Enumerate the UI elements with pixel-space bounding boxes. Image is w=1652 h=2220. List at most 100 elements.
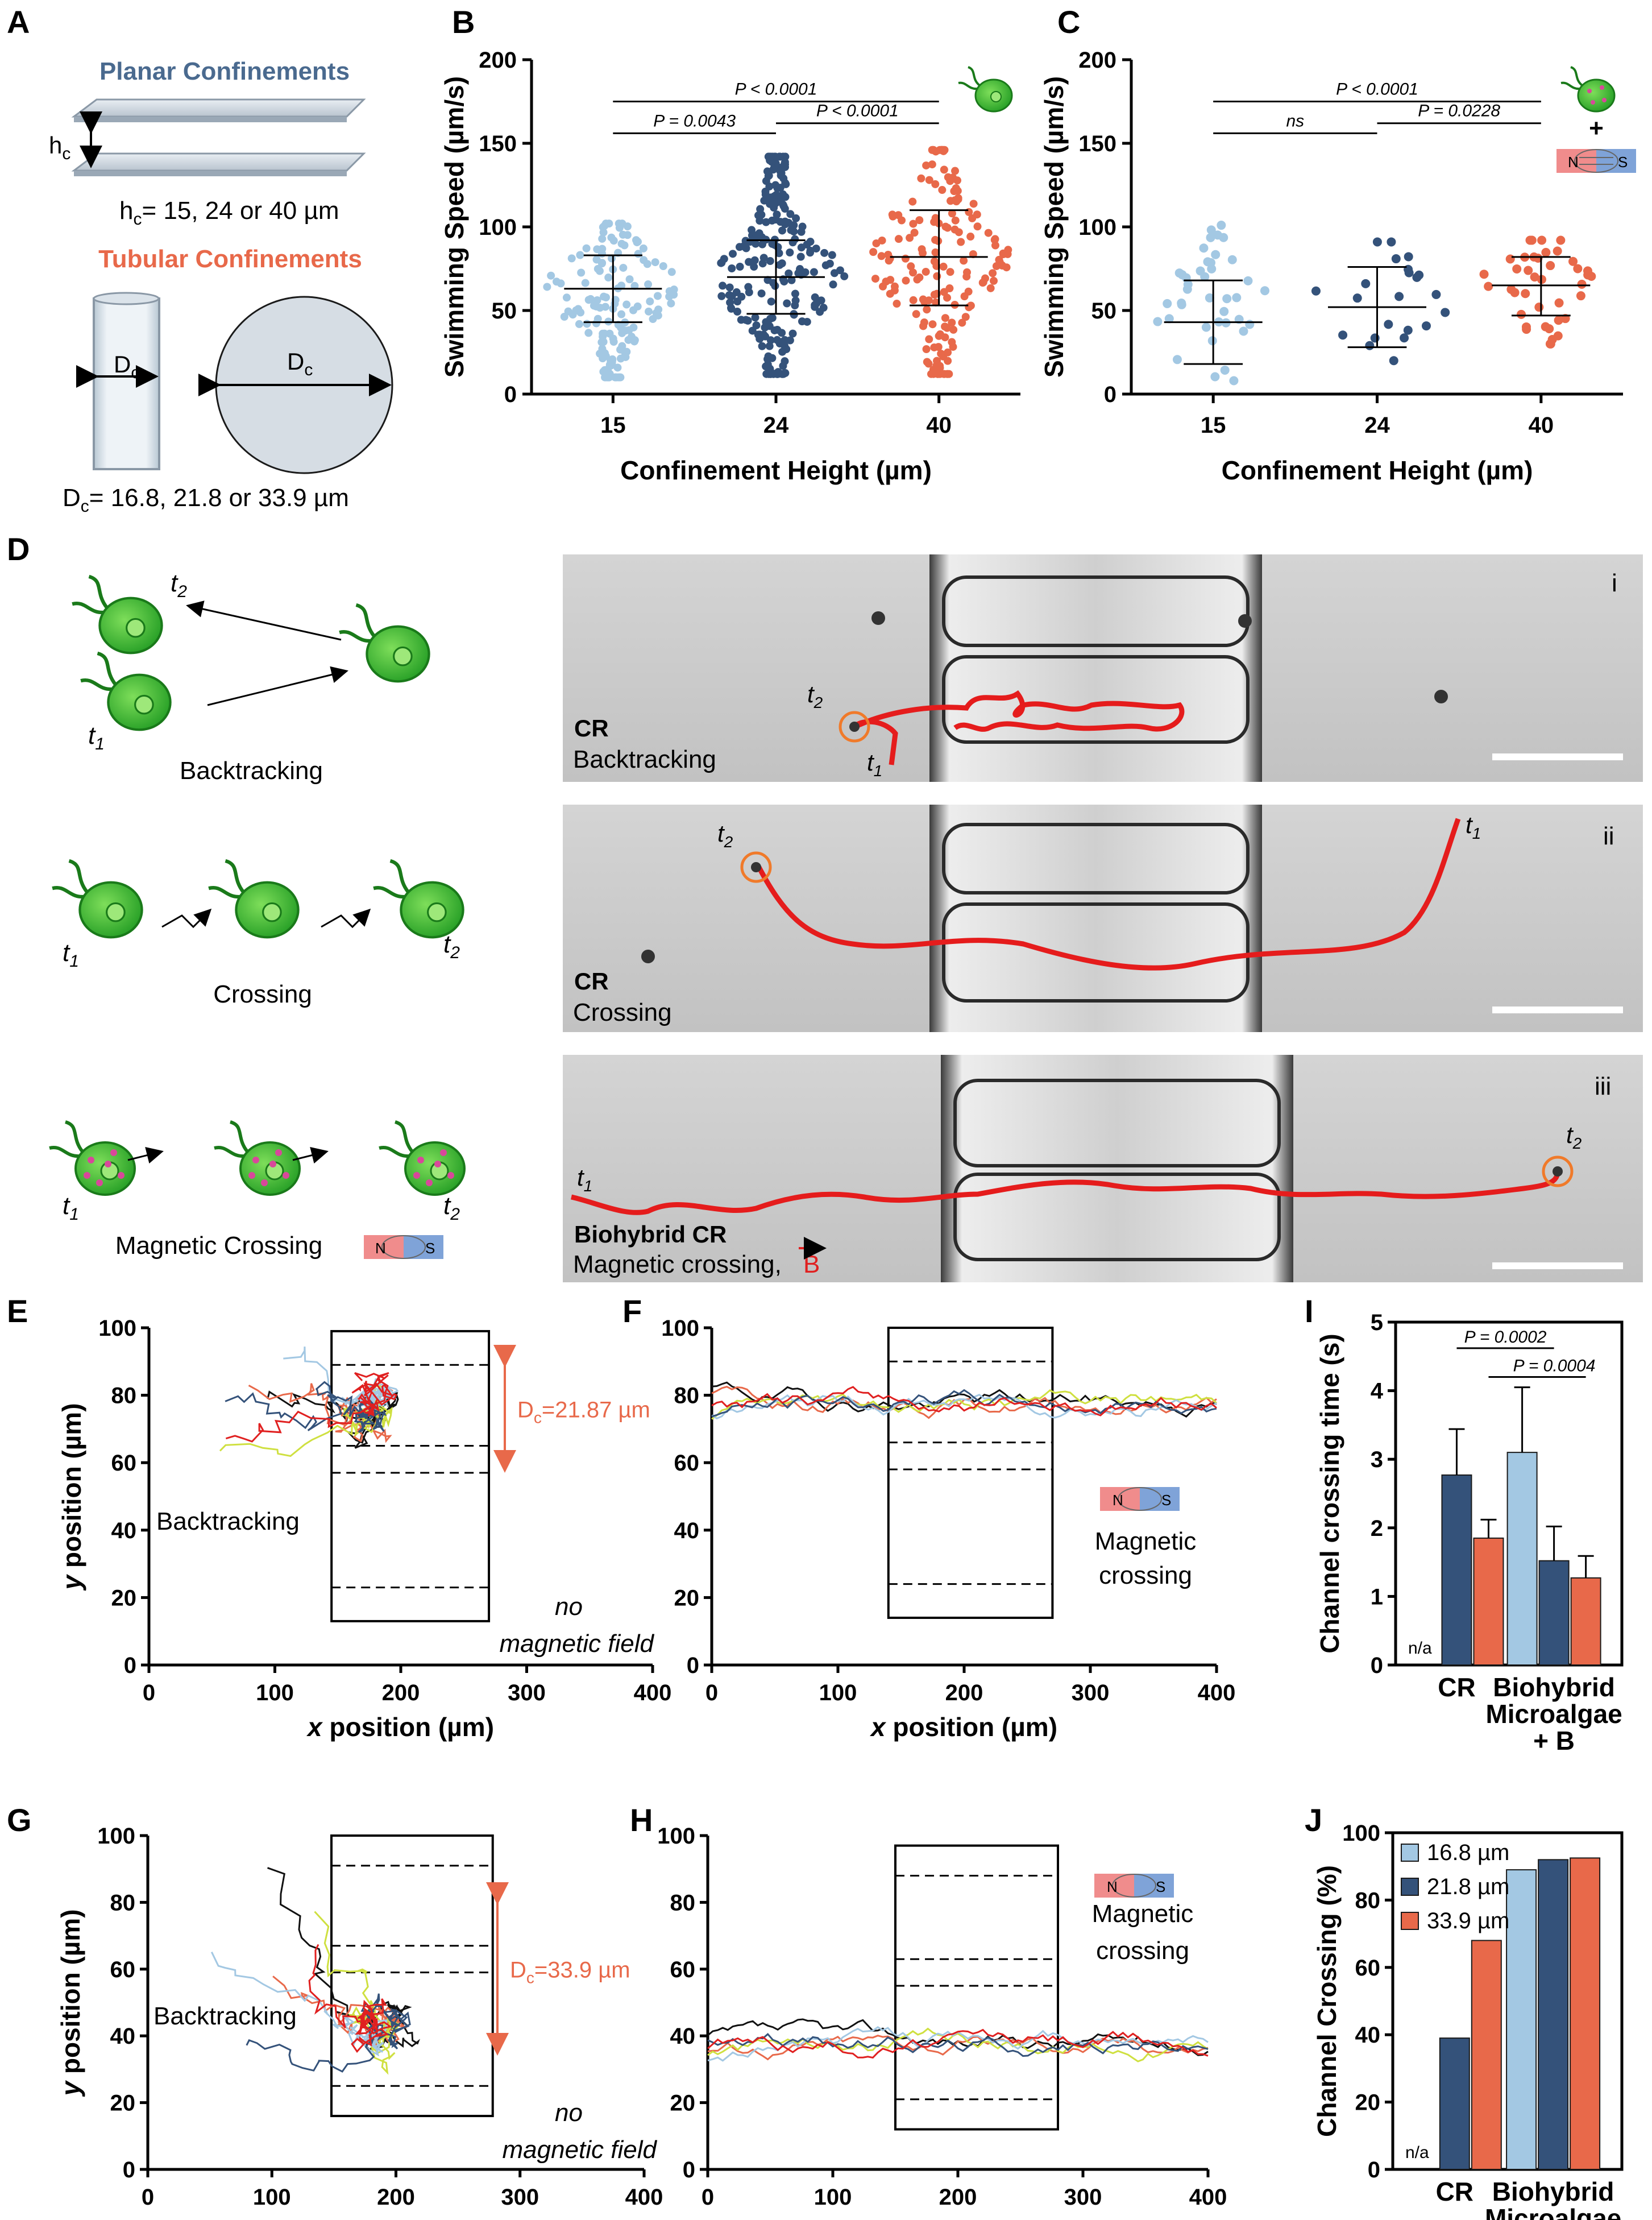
cell-mid-mag (214, 1120, 301, 1196)
data-point (667, 299, 675, 308)
data-point (751, 313, 759, 322)
x-tick-label: 24 (1364, 413, 1390, 438)
data-point (984, 229, 993, 237)
flagella (214, 1120, 249, 1158)
field-lines (1118, 1487, 1162, 1511)
dc-sub: c (526, 1969, 534, 1987)
data-point (1211, 250, 1221, 259)
data-point (767, 297, 775, 306)
data-point (819, 304, 828, 312)
data-point (989, 269, 997, 278)
data-point (600, 292, 608, 301)
data-point (913, 275, 922, 284)
y-tick-label: 40 (1355, 2023, 1381, 2048)
data-point (917, 174, 925, 183)
data-point (810, 268, 818, 276)
data-point (918, 245, 926, 254)
micrograph-iii-subtitle: Magnetic crossing, (573, 1250, 782, 1278)
panel-letter-b: B (452, 4, 475, 40)
tube-illustration (76, 292, 393, 474)
h-magnetic-1: Magnetic (1092, 1900, 1194, 1928)
data-point (769, 165, 778, 174)
y-tick-label: 60 (111, 1451, 137, 1476)
data-point (659, 262, 667, 271)
data-point (609, 338, 618, 346)
data-point (601, 349, 609, 358)
data-point (924, 296, 933, 305)
data-point (617, 239, 626, 248)
data-point (986, 284, 995, 292)
x-tick-label: 0 (143, 1680, 155, 1705)
y-tick-label: 1 (1371, 1584, 1383, 1609)
data-point (567, 254, 576, 263)
arrow-forward (207, 666, 348, 706)
data-point (941, 222, 950, 231)
p-value: P = 0.0002 (1464, 1328, 1547, 1347)
trajectory-line (707, 2032, 1209, 2057)
x-axis-title-rest: position (µm) (886, 1712, 1057, 1742)
magnet-icon-c: N S (1556, 149, 1636, 173)
data-point (598, 234, 607, 243)
data-point (1219, 307, 1229, 316)
data-point (801, 268, 810, 276)
data-point (733, 308, 741, 316)
data-point (750, 256, 759, 264)
data-point (582, 244, 591, 252)
magnet-north (1100, 1487, 1140, 1511)
dc-label-tube: D (114, 351, 131, 378)
data-point (1512, 264, 1522, 274)
legend-swatch (1401, 1912, 1419, 1930)
data-point (944, 348, 952, 357)
data-point (923, 305, 931, 314)
data-point (1182, 284, 1192, 294)
data-point (937, 349, 945, 358)
y-tick-label: 200 (1078, 48, 1116, 73)
dc-sub: c (534, 1409, 542, 1427)
data-point (1421, 321, 1431, 331)
data-point (871, 275, 879, 283)
data-point (761, 187, 770, 196)
svg-text:t2: t2 (807, 681, 823, 711)
data-point (754, 330, 762, 339)
channel-outline (894, 1844, 1059, 2131)
na-label: n/a (1408, 1639, 1432, 1658)
data-point (1206, 225, 1216, 235)
ii-t2-sub: 2 (724, 833, 733, 851)
dc-value: =33.9 µm (534, 1958, 630, 1983)
data-point (618, 342, 626, 350)
data-point (1577, 279, 1587, 289)
data-point (945, 284, 954, 293)
nanoparticle (269, 1161, 276, 1167)
x-tick-label: 0 (705, 1680, 718, 1705)
scale-bar-i (1492, 753, 1623, 760)
hc-values: = 15, 24 or 40 µm (142, 197, 339, 225)
data-point (670, 291, 678, 299)
h-magnetic-2: crossing (1096, 1937, 1189, 1965)
flagella (339, 603, 376, 643)
data-point (943, 370, 952, 378)
x-tick-label: 40 (1529, 413, 1554, 438)
nanoparticle (96, 1179, 103, 1186)
p-value: ns (1286, 111, 1304, 130)
i-t2: t (807, 681, 815, 707)
data-point (1365, 341, 1375, 350)
e-no-field-1: no (555, 1593, 583, 1621)
mag-arrow-2 (292, 1146, 329, 1164)
data-point (604, 365, 612, 374)
data-point (792, 214, 800, 222)
magnet-s-d: S (425, 1240, 435, 1257)
p-value: P < 0.0001 (735, 80, 817, 99)
micrograph-ii-title: CR (574, 968, 609, 995)
data-point (829, 280, 837, 289)
data-point (1537, 235, 1547, 245)
data-point (611, 373, 620, 382)
data-point (791, 235, 799, 243)
bar (1439, 2037, 1470, 2171)
svg-text:t1: t1 (1466, 811, 1481, 842)
p-value: P < 0.0001 (816, 102, 899, 121)
data-point (958, 318, 966, 327)
micrograph-i-title: CR (574, 715, 609, 742)
data-point (575, 320, 583, 328)
field-b-label: B (803, 1250, 820, 1278)
data-point (568, 310, 577, 319)
